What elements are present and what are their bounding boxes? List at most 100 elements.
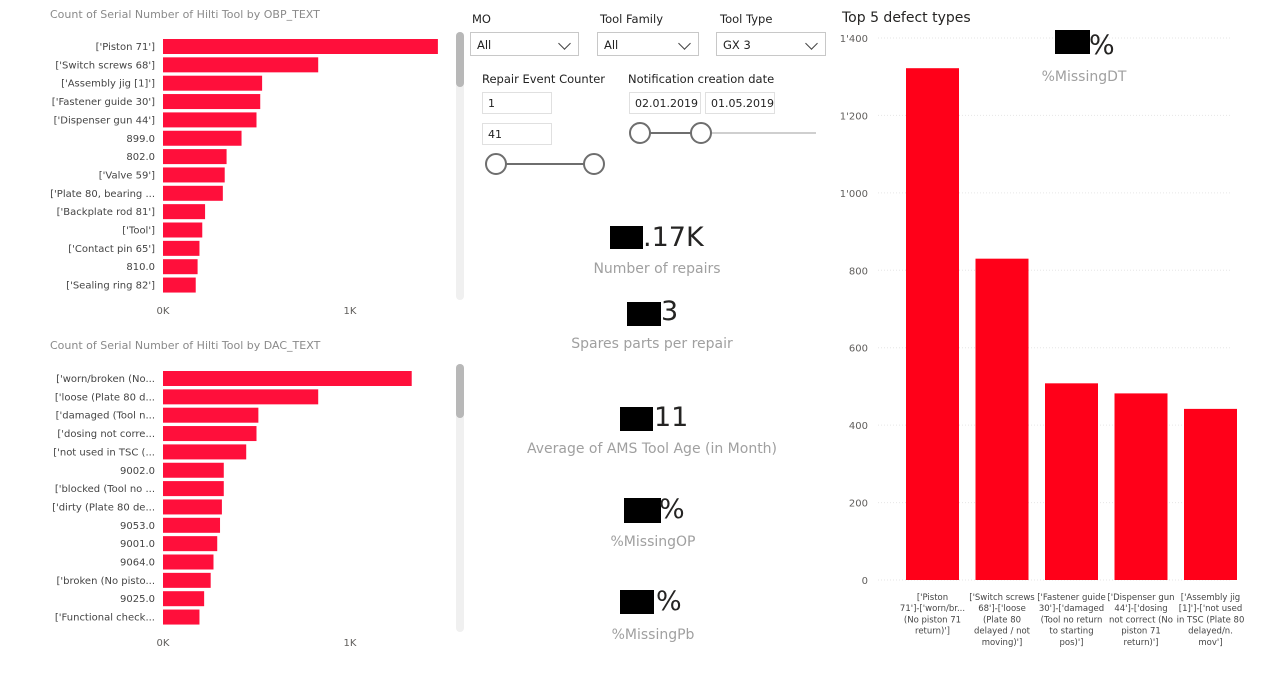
bar	[163, 462, 224, 478]
repair-event-min-handle[interactable]	[485, 153, 507, 175]
bar	[163, 371, 412, 386]
category-label: 71']-['worn/br...	[900, 604, 965, 614]
category-label: 9053.0	[120, 521, 155, 532]
category-label: ['dosing not corre...	[57, 429, 155, 440]
category-label: mov']	[1198, 638, 1222, 648]
bar	[1184, 408, 1237, 580]
bar	[163, 389, 319, 405]
y-tick-label: 1'400	[840, 34, 868, 45]
x-tick-label: 1K	[344, 638, 357, 649]
obp-chart-title: Count of Serial Number of Hilti Tool by …	[50, 8, 320, 21]
kpi-tool-age-value: 11	[654, 402, 689, 433]
notification-date-end-handle[interactable]	[690, 122, 712, 144]
category-label: not correct (No	[1109, 615, 1173, 625]
notification-date-end-input[interactable]: 01.05.2019	[705, 92, 775, 114]
category-label: ['Dispenser gun 44']	[54, 115, 156, 126]
repair-event-max-handle[interactable]	[583, 153, 605, 175]
bar	[163, 554, 214, 570]
kpi-tool-age-label: Average of AMS Tool Age (in Month)	[526, 441, 778, 457]
y-tick-label: 200	[849, 499, 868, 510]
notification-date-start-input[interactable]: 02.01.2019	[629, 92, 701, 114]
redaction-block	[624, 498, 661, 523]
dac-scrollbar[interactable]	[456, 364, 464, 632]
y-tick-label: 1'200	[840, 111, 868, 122]
kpi-missing-dt-label: %MissingDT	[1041, 69, 1127, 85]
bar	[163, 591, 205, 607]
category-label: ['Piston 71']	[96, 42, 155, 53]
category-label: ['Fastener guide 30']	[52, 97, 155, 108]
dac-chart-title: Count of Serial Number of Hilti Tool by …	[50, 339, 321, 352]
notification-date-slider-rest[interactable]	[640, 132, 816, 134]
notification-date-slider-range[interactable]	[640, 132, 701, 134]
category-label: ['Plate 80, bearing ...	[50, 189, 155, 200]
bar	[1114, 393, 1168, 580]
category-label: 30']-['damaged	[1039, 604, 1104, 614]
dac-chart-svg: ['worn/broken (No... ['loose (Plate 80 d.…	[52, 371, 412, 649]
category-label: 899.0	[126, 134, 155, 145]
defects-chart-title: Top 5 defect types	[842, 10, 971, 26]
tool-family-slicer-label: Tool Family	[600, 12, 663, 26]
bar	[163, 167, 225, 183]
category-label: ['Valve 59']	[99, 170, 155, 181]
defects-bar-chart: 0 200 400 600 800 1'000 1'200 1'400 ['Piston 71']…	[836, 28, 1256, 668]
redaction-block	[620, 590, 654, 614]
chevron-down-icon	[558, 37, 571, 50]
repair-event-max-input[interactable]: 41	[482, 123, 552, 145]
bar	[163, 517, 221, 533]
bar	[906, 68, 959, 580]
y-tick-label: 400	[849, 421, 868, 432]
category-label: 810.0	[126, 262, 155, 273]
category-label: ['Dispenser gun	[1107, 593, 1174, 603]
category-label: 802.0	[126, 152, 155, 163]
category-label: ['dirty (Plate 80 de...	[52, 502, 155, 513]
bar	[163, 426, 257, 442]
category-label: (No piston 71	[904, 615, 961, 625]
y-tick-label: 1'000	[840, 189, 868, 200]
x-tick-label: 0K	[157, 306, 170, 317]
category-label: ['Switch screws	[969, 593, 1035, 603]
kpi-missing-op-label: %MissingOP	[610, 534, 696, 550]
kpi-missing-pb-value: %	[656, 586, 682, 617]
obp-scrollbar[interactable]	[456, 32, 464, 300]
redaction-block	[1055, 30, 1090, 54]
category-label: ['Backplate rod 81']	[57, 207, 155, 218]
redaction-block	[610, 226, 643, 249]
repair-event-slider-track[interactable]	[496, 163, 594, 165]
category-label: ['Piston	[917, 593, 948, 603]
bar	[163, 112, 257, 128]
kpi-repairs-value: .17K	[643, 222, 704, 253]
bar	[163, 222, 203, 238]
bar	[975, 258, 1029, 580]
notification-date-start-handle[interactable]	[629, 122, 651, 144]
category-label: ['Functional check...	[55, 613, 155, 624]
category-label: ['loose (Plate 80 d...	[55, 392, 155, 403]
bar	[163, 94, 261, 110]
category-label: ['not used in TSC (...	[53, 447, 155, 458]
category-label: ['Sealing ring 82']	[66, 281, 155, 292]
bar	[163, 277, 196, 293]
dac-scroll-thumb[interactable]	[456, 364, 464, 418]
kpi-spares-label: Spares parts per repair	[571, 336, 733, 352]
category-label: to starting	[1049, 627, 1093, 637]
category-label: [1]']-['not used	[1179, 604, 1242, 614]
category-label: return)']	[1124, 638, 1159, 648]
repair-event-min-input[interactable]: 1	[482, 92, 552, 114]
category-label: return)']	[915, 627, 950, 637]
y-tick-label: 0	[862, 576, 868, 587]
mo-dropdown[interactable]: All	[470, 32, 579, 56]
category-label: 9064.0	[120, 558, 155, 569]
tool-family-dropdown[interactable]: All	[597, 32, 699, 56]
tool-type-dropdown[interactable]: GX 3	[716, 32, 826, 56]
bar	[163, 499, 222, 515]
bar	[163, 407, 259, 423]
bar	[163, 536, 218, 552]
chevron-down-icon	[678, 37, 691, 50]
obp-scroll-thumb[interactable]	[456, 32, 464, 87]
category-label: delayed / not	[974, 627, 1031, 637]
dac-bar-chart: ['worn/broken (No... ['loose (Plate 80 d.…	[0, 362, 460, 652]
bar	[163, 572, 211, 588]
category-label: 9002.0	[120, 466, 155, 477]
notification-date-slicer-label: Notification creation date	[628, 72, 775, 86]
bar	[163, 240, 200, 256]
category-label: moving)']	[982, 638, 1023, 648]
